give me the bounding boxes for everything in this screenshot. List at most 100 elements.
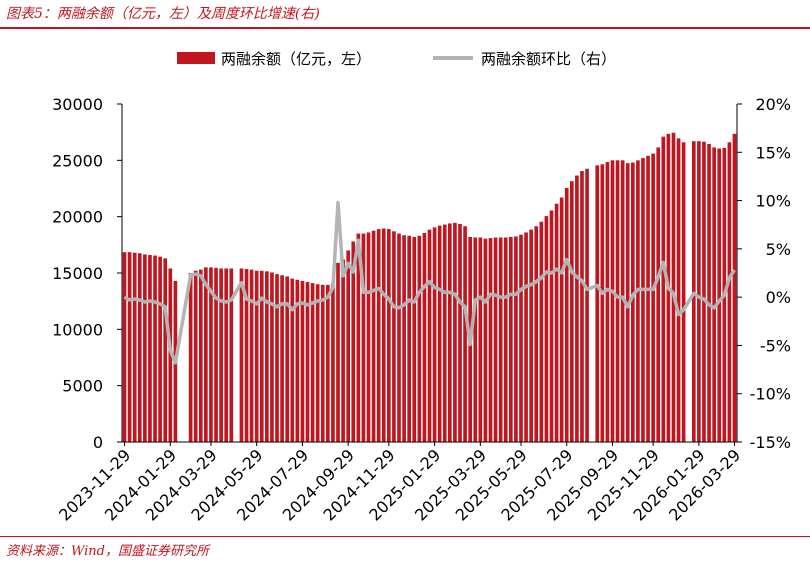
bar <box>290 278 295 442</box>
bar <box>280 275 284 442</box>
bar <box>595 165 600 442</box>
bar <box>305 282 310 442</box>
bar <box>539 221 544 442</box>
bar <box>519 234 523 442</box>
bar <box>163 258 168 442</box>
bar <box>402 235 406 442</box>
bar <box>214 267 218 442</box>
bar <box>636 160 640 442</box>
bar <box>137 253 142 442</box>
left-tick-label: 15000 <box>52 264 103 283</box>
bar <box>646 155 650 442</box>
bar <box>397 233 401 442</box>
bar <box>209 267 213 442</box>
bar <box>707 144 711 442</box>
chart-title: 图表5：两融余额（亿元，左）及周度环比增速(右) <box>6 6 320 22</box>
bar <box>529 229 533 442</box>
bar <box>122 252 127 442</box>
bar <box>508 236 513 442</box>
bar <box>254 270 259 442</box>
bar <box>300 280 305 442</box>
bar <box>143 254 147 442</box>
bar <box>448 223 452 442</box>
bar <box>681 142 686 442</box>
bar <box>493 237 498 442</box>
legend-line-label: 两融余额环比（右） <box>481 50 616 68</box>
bar <box>341 259 345 442</box>
bar <box>387 229 391 442</box>
bar <box>727 142 732 442</box>
bar <box>275 274 279 442</box>
bar <box>564 187 569 442</box>
right-tick-label: -15% <box>750 433 791 452</box>
bar <box>315 284 320 442</box>
bar <box>580 171 584 443</box>
bar <box>198 269 203 442</box>
bar <box>569 181 574 442</box>
bar <box>651 153 655 442</box>
left-tick-label: 5000 <box>62 377 103 396</box>
legend: 两融余额（亿元，左） 两融余额环比（右） <box>177 50 616 68</box>
bar <box>153 255 157 442</box>
right-tick-label: 0% <box>766 288 791 307</box>
right-tick-label: 5% <box>766 240 791 259</box>
bar <box>488 238 493 442</box>
bar <box>661 136 666 443</box>
bar <box>671 132 676 443</box>
bar <box>615 160 620 442</box>
line-series <box>123 200 736 365</box>
bar <box>503 237 508 442</box>
bar <box>239 268 244 442</box>
bar <box>427 229 432 442</box>
bar <box>168 268 173 442</box>
bar <box>285 276 290 442</box>
bar <box>412 236 417 442</box>
bar <box>732 133 737 443</box>
bar <box>534 226 539 442</box>
bar <box>407 235 411 442</box>
bar <box>498 237 503 442</box>
bar <box>422 233 427 442</box>
bar <box>702 141 706 443</box>
bar <box>376 229 381 442</box>
bar <box>630 162 635 442</box>
bar <box>127 252 132 442</box>
right-tick-label: 15% <box>755 143 791 162</box>
bar <box>585 168 589 442</box>
bar-series <box>122 132 737 443</box>
bar <box>712 147 716 442</box>
bar <box>310 283 315 442</box>
left-tick-label: 30000 <box>52 95 103 114</box>
bar <box>132 252 137 442</box>
bar <box>270 272 274 442</box>
bar <box>295 279 300 442</box>
left-tick-label: 25000 <box>52 151 103 170</box>
bar <box>417 235 422 442</box>
bar <box>259 270 264 442</box>
bar <box>188 273 193 442</box>
bar <box>432 227 437 442</box>
bar <box>478 237 483 442</box>
bar <box>219 268 223 442</box>
bar <box>676 138 681 443</box>
bar <box>351 241 356 442</box>
right-tick-label: -10% <box>750 385 791 404</box>
bar <box>620 160 625 442</box>
bar <box>193 270 198 442</box>
source-note: 资料来源：Wind，国盛证券研究所 <box>6 544 209 559</box>
bar <box>575 175 579 443</box>
bar <box>331 283 335 442</box>
bar <box>483 238 488 442</box>
bar <box>463 226 467 442</box>
bar <box>453 222 457 442</box>
bar <box>549 210 554 442</box>
bar <box>605 162 610 442</box>
bar <box>346 250 351 442</box>
bar <box>544 216 549 442</box>
bar <box>717 148 722 442</box>
bar <box>326 284 330 442</box>
bar <box>554 203 559 442</box>
bar <box>361 233 366 442</box>
bar <box>204 267 208 442</box>
